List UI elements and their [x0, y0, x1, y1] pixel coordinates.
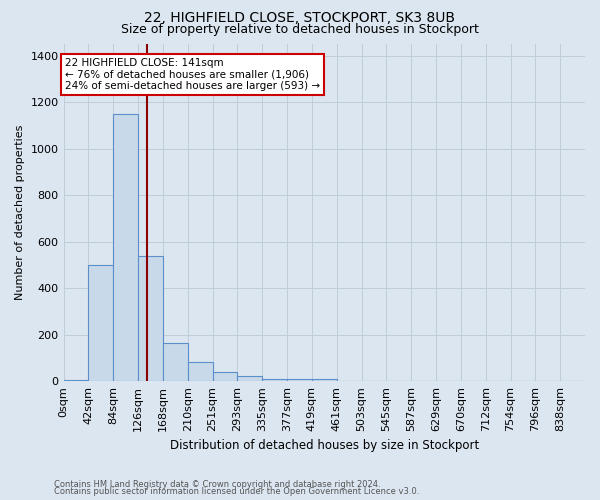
- Text: 22, HIGHFIELD CLOSE, STOCKPORT, SK3 8UB: 22, HIGHFIELD CLOSE, STOCKPORT, SK3 8UB: [145, 11, 455, 25]
- Bar: [88, 265, 113, 382]
- Bar: [238, 376, 262, 382]
- Bar: [212, 372, 238, 382]
- Text: Contains HM Land Registry data © Crown copyright and database right 2024.: Contains HM Land Registry data © Crown c…: [54, 480, 380, 489]
- Bar: [312, 378, 337, 382]
- X-axis label: Distribution of detached houses by size in Stockport: Distribution of detached houses by size …: [170, 440, 479, 452]
- Text: 22 HIGHFIELD CLOSE: 141sqm
← 76% of detached houses are smaller (1,906)
24% of s: 22 HIGHFIELD CLOSE: 141sqm ← 76% of deta…: [65, 58, 320, 91]
- Bar: [113, 114, 138, 382]
- Bar: [262, 378, 287, 382]
- Text: Size of property relative to detached houses in Stockport: Size of property relative to detached ho…: [121, 22, 479, 36]
- Bar: [163, 343, 188, 382]
- Bar: [64, 380, 88, 382]
- Text: Contains public sector information licensed under the Open Government Licence v3: Contains public sector information licen…: [54, 487, 419, 496]
- Bar: [138, 256, 163, 382]
- Bar: [287, 380, 312, 382]
- Bar: [188, 362, 212, 382]
- Y-axis label: Number of detached properties: Number of detached properties: [15, 125, 25, 300]
